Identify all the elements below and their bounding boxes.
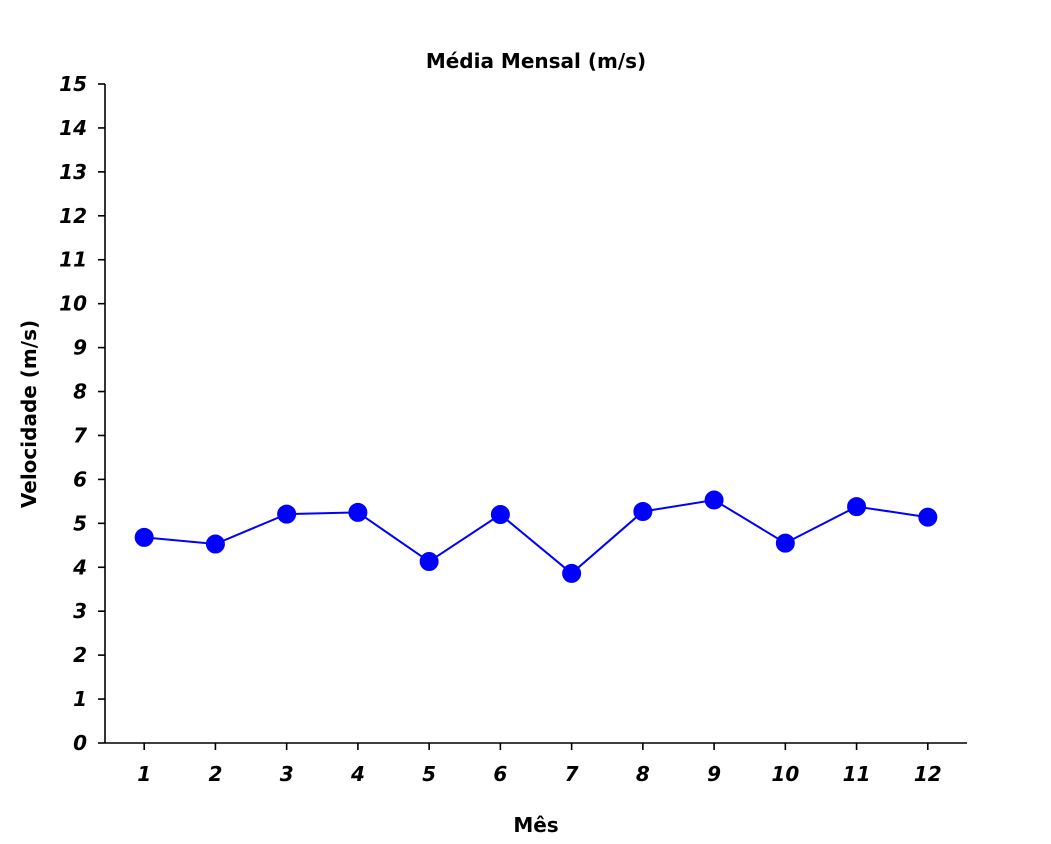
y-axis-label: Velocidade (m/s) bbox=[17, 320, 41, 508]
x-axis-label: Mês bbox=[513, 813, 558, 837]
y-tick-label: 5 bbox=[73, 511, 87, 535]
x-tick-label: 2 bbox=[208, 762, 222, 786]
data-point bbox=[847, 497, 867, 517]
x-tick-label: 12 bbox=[914, 762, 942, 786]
data-point bbox=[562, 563, 582, 583]
y-tick-label: 10 bbox=[59, 292, 87, 316]
x-tick-label: 9 bbox=[707, 762, 721, 786]
data-point bbox=[704, 490, 724, 510]
data-point bbox=[205, 534, 225, 554]
x-tick-label: 11 bbox=[843, 762, 871, 786]
y-tick-label: 8 bbox=[73, 380, 87, 404]
x-tick-label: 8 bbox=[636, 762, 650, 786]
data-point bbox=[918, 507, 938, 527]
y-tick-label: 13 bbox=[59, 160, 87, 184]
y-tick-label: 9 bbox=[73, 336, 87, 360]
y-tick-label: 2 bbox=[73, 643, 87, 667]
data-point bbox=[277, 504, 297, 524]
series-layer bbox=[134, 490, 938, 583]
y-tick-label: 11 bbox=[59, 248, 87, 272]
series-line bbox=[144, 498, 928, 575]
data-point bbox=[490, 505, 510, 525]
data-point bbox=[134, 527, 154, 547]
y-tick-label: 4 bbox=[72, 555, 87, 579]
x-tick-label: 1 bbox=[137, 762, 151, 786]
y-tick-label: 7 bbox=[73, 423, 87, 447]
x-tick-label: 10 bbox=[771, 762, 799, 786]
x-tick-label: 6 bbox=[493, 762, 507, 786]
x-tick-label: 7 bbox=[565, 762, 579, 786]
data-point bbox=[775, 533, 795, 553]
x-axis-ticks: 1 2 3 4 5 6 7 8 9 10 11 12 bbox=[137, 743, 942, 786]
x-tick-label: 5 bbox=[422, 762, 436, 786]
y-tick-label: 1 bbox=[73, 687, 87, 711]
data-point bbox=[348, 502, 368, 522]
y-tick-label: 0 bbox=[73, 731, 87, 755]
y-tick-label: 15 bbox=[59, 72, 87, 96]
y-tick-label: 6 bbox=[73, 467, 87, 491]
data-point bbox=[419, 552, 439, 572]
x-tick-label: 4 bbox=[350, 762, 365, 786]
chart-title: Média Mensal (m/s) bbox=[426, 49, 646, 73]
y-tick-label: 3 bbox=[73, 599, 87, 623]
x-tick-label: 3 bbox=[280, 762, 294, 786]
y-tick-label: 14 bbox=[59, 116, 87, 140]
y-tick-label: 12 bbox=[59, 204, 87, 228]
data-point bbox=[633, 501, 653, 521]
